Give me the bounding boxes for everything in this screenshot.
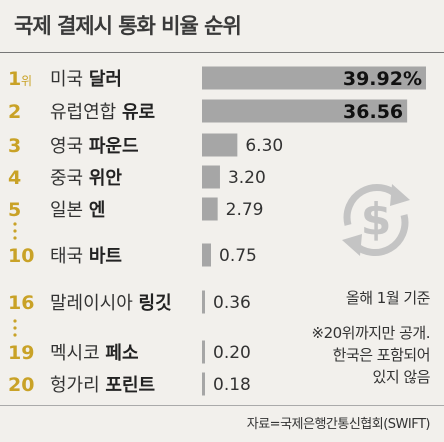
date-note: 올해 1월 기준 [345, 289, 431, 307]
rank-label: 3 [8, 135, 21, 157]
gap-dot [13, 236, 17, 240]
bar [202, 66, 426, 90]
rank-label: 4 [8, 167, 21, 189]
data-label: 36.56 [343, 101, 403, 123]
bar [202, 243, 211, 267]
data-label: 3.20 [228, 168, 266, 188]
category-label: 말레이시아 링깃 [50, 293, 172, 314]
gap-dot [13, 229, 17, 233]
rank-label: 16 [8, 292, 34, 314]
bar [202, 165, 220, 189]
bar [202, 99, 408, 123]
dollar-exchange-icon: $ [342, 184, 410, 256]
data-label: 2.79 [226, 200, 264, 220]
footnote: ※20위까지만 공개. 한국은 포함되어 있지 않음 [312, 322, 431, 388]
category-label: 일본 엔 [50, 200, 105, 221]
rank-label: 19 [8, 342, 34, 364]
data-label: 0.36 [213, 293, 251, 313]
gap-dot [13, 222, 17, 226]
category-label: 중국 위안 [50, 168, 122, 189]
rank-label: 2 [8, 101, 21, 123]
category-label: 헝가리 포린트 [50, 375, 155, 396]
category-label: 태국 바트 [50, 246, 122, 267]
bar [202, 197, 218, 221]
bar [202, 340, 205, 364]
gap-dot [13, 319, 17, 323]
category-label: 유럽연합 유로 [50, 102, 155, 123]
category-label: 미국 달러 [50, 69, 122, 90]
bar [202, 133, 238, 157]
footnote-line: 한국은 포함되어 [332, 346, 431, 364]
source-note: 자료=국제은행간통신협회(SWIFT) [246, 417, 431, 432]
rank-label: 20 [8, 374, 34, 396]
bar-chart: 1 위 미국 달러 39.92% 2 유럽연합 유로 36.56 3 영국 파운드 6.30 4 중국… [8, 66, 426, 396]
rank-label: 10 [8, 245, 34, 267]
svg-text:$: $ [361, 194, 392, 245]
data-label: 0.75 [219, 246, 257, 266]
data-label: 0.18 [213, 375, 251, 395]
rank-label: 5 [8, 199, 21, 221]
bar [202, 372, 205, 396]
top-divider [0, 52, 444, 53]
page-title: 국제 결제시 통화 비율 순위 [14, 14, 242, 38]
footnote-line: ※20위까지만 공개. [311, 324, 431, 342]
rank-suffix: 위 [21, 74, 32, 88]
rank-label: 1 [8, 68, 21, 90]
category-label: 영국 파운드 [50, 136, 139, 157]
bar [202, 290, 205, 314]
category-label: 멕시코 페소 [50, 343, 139, 364]
data-label: 0.20 [213, 343, 251, 363]
gap-dot [13, 326, 17, 330]
data-label: 39.92% [343, 68, 422, 90]
data-label: 6.30 [245, 136, 283, 156]
footnote-line: 있지 않음 [372, 368, 431, 386]
bottom-divider [0, 405, 444, 406]
gap-dot [13, 333, 17, 337]
